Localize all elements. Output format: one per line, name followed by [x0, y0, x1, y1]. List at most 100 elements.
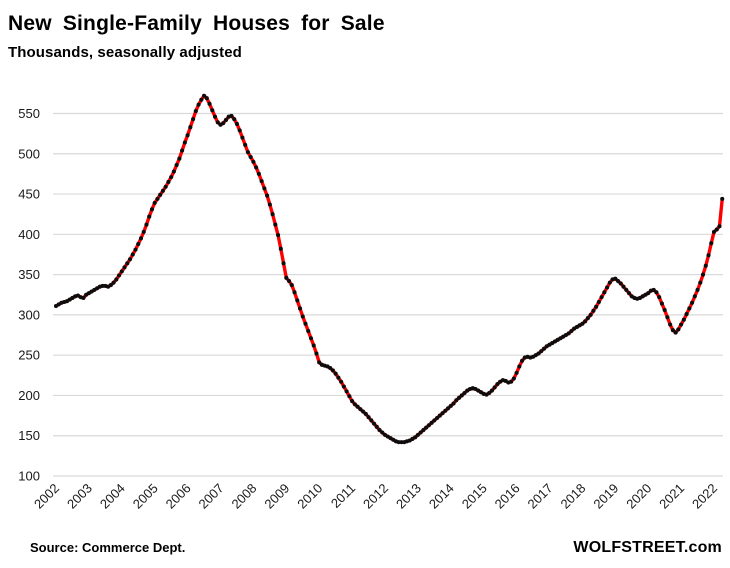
data-point-marker — [426, 423, 431, 428]
y-axis-label: 200 — [18, 388, 40, 403]
data-point-marker — [440, 411, 445, 416]
data-point-marker — [720, 196, 725, 201]
data-point-marker — [193, 109, 198, 114]
x-axis-label: 2005 — [130, 481, 161, 512]
data-point-marker — [415, 432, 420, 437]
data-point-marker — [451, 401, 456, 406]
data-point-marker — [429, 420, 434, 425]
data-point-marker — [141, 229, 146, 234]
data-point-marker — [149, 207, 155, 212]
data-point-marker — [492, 385, 497, 390]
data-point-marker — [232, 117, 237, 122]
y-axis-label: 250 — [18, 348, 40, 363]
data-point-marker — [687, 306, 692, 311]
x-axis-label: 2002 — [31, 481, 62, 512]
data-point-marker — [295, 298, 300, 303]
data-point-marker — [284, 275, 289, 280]
data-point-marker — [668, 322, 673, 327]
data-point-marker — [432, 418, 437, 423]
data-point-marker — [583, 319, 588, 324]
data-point-marker — [371, 421, 377, 426]
data-point-marker — [188, 125, 193, 130]
data-point-marker — [454, 398, 459, 403]
data-point-marker — [626, 291, 632, 296]
data-point-marker — [424, 425, 429, 430]
data-point-marker — [366, 415, 371, 420]
data-point-marker — [234, 121, 239, 127]
y-axis-label: 450 — [18, 187, 40, 202]
data-point-marker — [240, 135, 245, 140]
data-point-marker — [344, 389, 349, 394]
data-point-marker — [328, 366, 333, 371]
data-point-marker — [174, 163, 179, 168]
data-point-marker — [607, 280, 612, 285]
data-point-marker — [199, 97, 204, 102]
data-point-marker — [717, 224, 722, 229]
data-point-marker — [223, 117, 229, 122]
data-point-marker — [147, 214, 152, 219]
data-point-marker — [514, 370, 519, 375]
data-point-marker — [363, 411, 368, 417]
data-point-marker — [221, 121, 226, 126]
data-point-marker — [339, 379, 344, 384]
x-axis-label: 2011 — [328, 481, 358, 511]
data-point-marker — [270, 212, 275, 217]
x-axis-label: 2009 — [261, 481, 292, 512]
data-point-marker — [292, 290, 297, 295]
data-point-marker — [341, 384, 346, 389]
data-point-marker — [117, 273, 122, 278]
data-point-marker — [281, 261, 286, 266]
data-point-marker — [311, 343, 316, 348]
data-point-marker — [254, 165, 259, 170]
data-point-marker — [588, 312, 593, 317]
data-point-marker — [698, 280, 703, 285]
data-point-marker — [166, 179, 171, 185]
x-axis-label: 2019 — [590, 481, 621, 512]
x-axis-label: 2004 — [97, 481, 128, 512]
y-axis-label: 100 — [18, 469, 40, 484]
data-point-marker — [495, 382, 500, 387]
data-point-marker — [539, 349, 544, 354]
data-point-marker — [421, 428, 426, 433]
data-point-marker — [355, 404, 360, 409]
source-attribution: Source: Commerce Dept. — [30, 540, 186, 555]
data-point-marker — [125, 261, 130, 266]
data-point-marker — [182, 140, 187, 145]
data-point-marker — [673, 330, 678, 335]
data-point-marker — [243, 142, 248, 147]
data-point-marker — [300, 314, 305, 319]
data-point-marker — [202, 93, 207, 98]
data-point-marker — [380, 430, 385, 435]
x-axis-label: 2022 — [689, 481, 720, 512]
x-axis-label: 2008 — [228, 481, 259, 512]
data-point-marker — [690, 300, 695, 305]
data-point-marker — [517, 364, 522, 369]
data-point-marker — [191, 117, 196, 122]
x-axis-label: 2003 — [64, 481, 95, 512]
data-point-marker — [621, 284, 626, 289]
data-point-marker — [681, 317, 686, 322]
data-point-marker — [646, 291, 651, 296]
data-point-marker — [536, 351, 541, 356]
data-point-marker — [336, 375, 341, 380]
x-axis-label: 2012 — [360, 481, 391, 512]
data-point-marker — [248, 154, 253, 160]
y-axis-label: 500 — [18, 146, 40, 161]
data-point-marker — [489, 388, 494, 393]
x-axis-label: 2020 — [623, 481, 654, 512]
data-point-marker — [127, 257, 133, 262]
data-point-marker — [347, 394, 352, 399]
y-axis-label: 350 — [18, 267, 40, 282]
data-point-marker — [679, 322, 684, 327]
data-point-marker — [180, 148, 185, 153]
data-point-marker — [122, 265, 127, 270]
data-point-marker — [358, 407, 363, 412]
data-point-marker — [289, 283, 294, 288]
y-axis-label: 150 — [18, 428, 40, 443]
data-point-marker — [350, 399, 355, 404]
data-point-marker — [155, 196, 160, 201]
data-point-marker — [659, 301, 664, 306]
data-point-marker — [566, 331, 571, 336]
data-point-marker — [152, 200, 157, 205]
